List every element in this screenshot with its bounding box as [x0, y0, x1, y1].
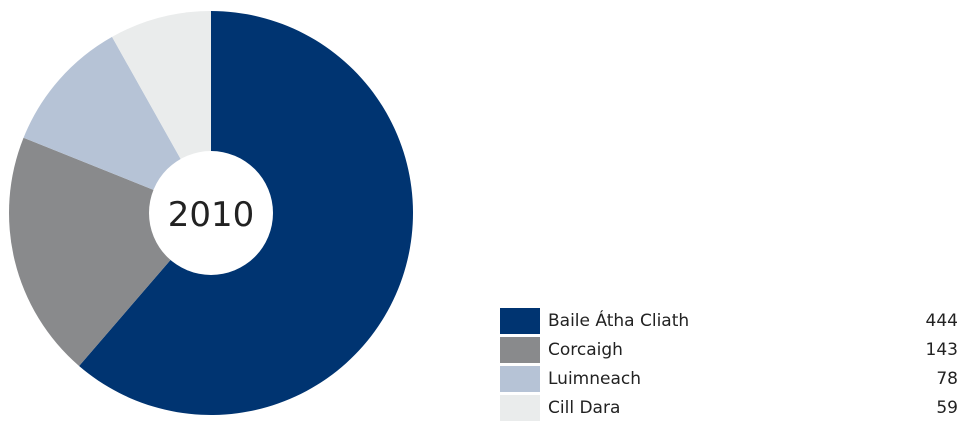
donut-hole	[149, 151, 273, 275]
legend: Baile Átha Cliath 444 Corcaigh 143 Luimn…	[500, 308, 958, 424]
legend-label: Luimneach	[548, 369, 642, 389]
legend-value: 444	[925, 311, 958, 331]
pie-slice-luimneach	[23, 36, 212, 213]
legend-swatch	[500, 395, 540, 421]
legend-swatch	[500, 308, 540, 334]
legend-item-luimneach: Luimneach 78	[500, 366, 958, 392]
legend-swatch	[500, 366, 540, 392]
legend-label: Corcaigh	[548, 340, 623, 360]
legend-swatch	[500, 337, 540, 363]
legend-item-cill-dara: Cill Dara 59	[500, 395, 958, 421]
legend-label: Baile Átha Cliath	[548, 311, 690, 331]
legend-value: 78	[936, 369, 958, 389]
legend-value: 59	[936, 398, 958, 418]
legend-item-baile-atha-cliath: Baile Átha Cliath 444	[500, 308, 958, 334]
donut-chart: 2010	[8, 11, 413, 415]
center-year-label: 2010	[168, 195, 255, 235]
legend-value: 143	[925, 340, 958, 360]
legend-item-corcaigh: Corcaigh 143	[500, 337, 958, 363]
legend-label: Cill Dara	[548, 398, 621, 418]
